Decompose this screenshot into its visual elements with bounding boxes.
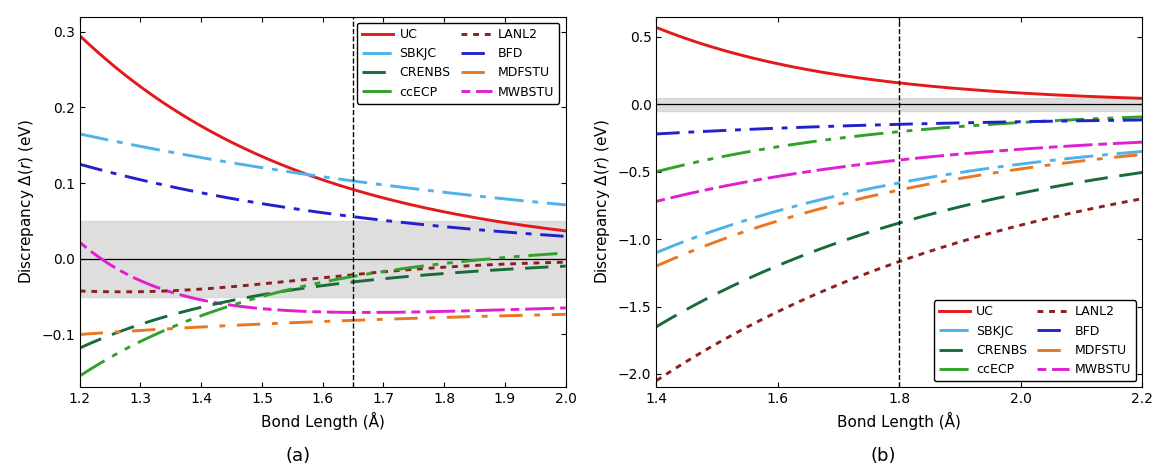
Text: (b): (b) bbox=[870, 447, 896, 465]
Y-axis label: Discrepancy $\Delta(r)$ (eV): Discrepancy $\Delta(r)$ (eV) bbox=[16, 120, 35, 284]
Y-axis label: Discrepancy $\Delta(r)$ (eV): Discrepancy $\Delta(r)$ (eV) bbox=[593, 120, 612, 284]
Text: (a): (a) bbox=[285, 447, 311, 465]
X-axis label: Bond Length (Å): Bond Length (Å) bbox=[261, 412, 385, 430]
Bar bbox=[80, 221, 566, 297]
Bar bbox=[656, 98, 1142, 111]
X-axis label: Bond Length (Å): Bond Length (Å) bbox=[838, 412, 962, 430]
Legend: UC, SBKJC, CRENBS, ccECP, LANL2, BFD, MDFSTU, MWBSTU: UC, SBKJC, CRENBS, ccECP, LANL2, BFD, MD… bbox=[357, 23, 559, 104]
Legend: UC, SBKJC, CRENBS, ccECP, LANL2, BFD, MDFSTU, MWBSTU: UC, SBKJC, CRENBS, ccECP, LANL2, BFD, MD… bbox=[934, 300, 1136, 381]
